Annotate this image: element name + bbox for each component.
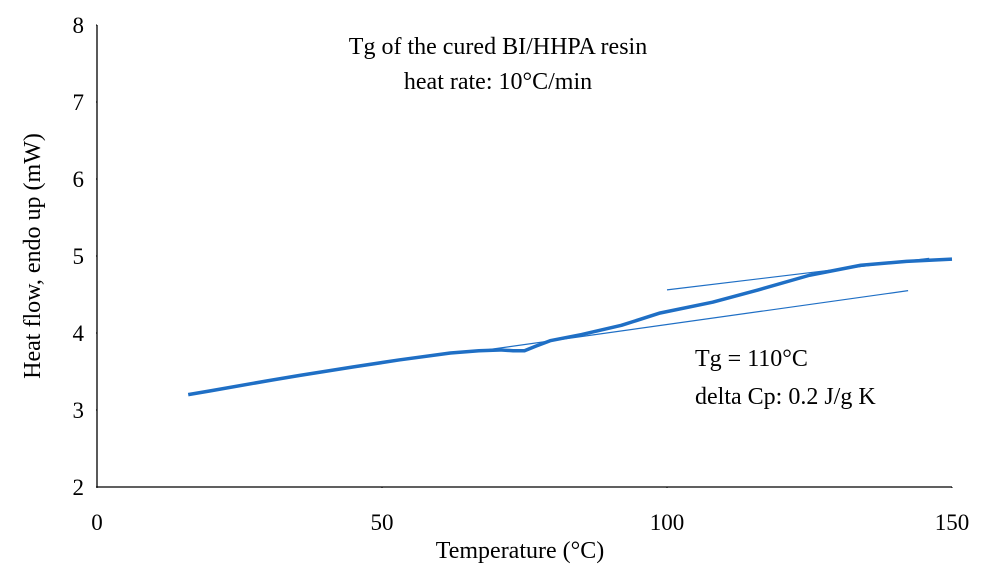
annotation: delta Cp: 0.2 J/g K [695, 384, 876, 410]
y-tick-label: 4 [73, 321, 85, 346]
x-axis-label: Temperature (°C) [436, 538, 605, 564]
y-tick-label: 5 [73, 244, 85, 269]
x-tick-label: 150 [935, 510, 970, 535]
annotation: Tg of the cured BI/HHPA resin [349, 34, 647, 60]
y-tick-label: 6 [73, 167, 85, 192]
x-tick-label: 0 [91, 510, 103, 535]
x-tick-label: 100 [650, 510, 685, 535]
data-line [187, 257, 953, 397]
y-tick-label: 7 [73, 90, 85, 115]
annotation: heat rate: 10°C/min [404, 69, 592, 95]
y-tick-label: 3 [73, 398, 85, 423]
y-tick-label: 2 [73, 475, 85, 500]
x-tick-label: 50 [371, 510, 394, 535]
y-axis-label: Heat flow, endo up (mW) [20, 133, 46, 379]
annotation: Tg = 110°C [695, 346, 808, 372]
tangent-line [469, 290, 909, 353]
y-tick-label: 8 [73, 13, 85, 38]
